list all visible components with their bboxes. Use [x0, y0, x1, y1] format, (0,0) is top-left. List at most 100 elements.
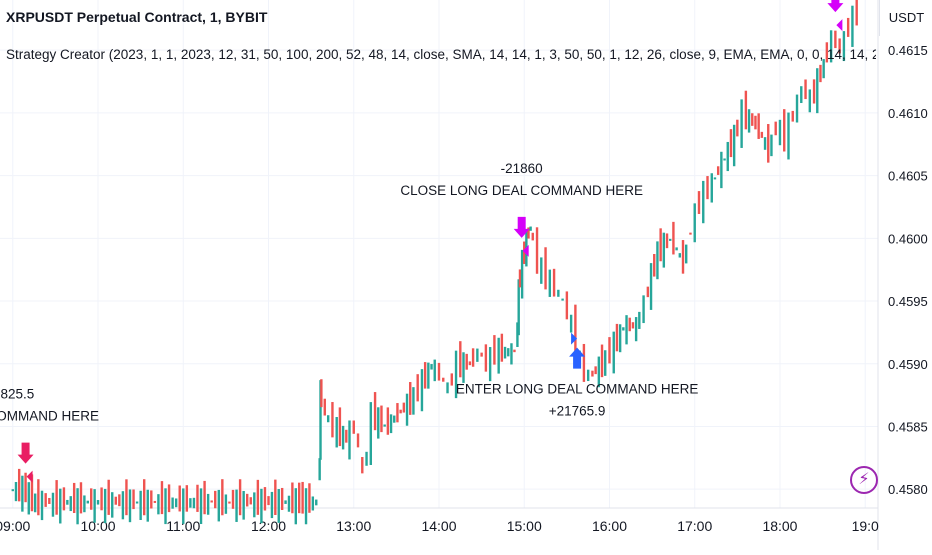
- price-bar: [468, 361, 472, 366]
- price-bar: [167, 484, 171, 513]
- y-tick-label: 0.4605: [888, 169, 928, 184]
- price-bar: [763, 137, 767, 150]
- x-tick-label: 09:00: [0, 518, 31, 534]
- price-bar: [182, 488, 185, 524]
- price-bar: [693, 203, 696, 243]
- price-bar: [341, 425, 345, 450]
- price-bar: [656, 241, 659, 280]
- price-bar: [618, 324, 622, 353]
- price-bar: [40, 490, 44, 521]
- price-bar: [471, 348, 475, 367]
- price-bar: [238, 479, 242, 516]
- price-bar: [217, 489, 220, 522]
- close-long-flag-marker: [522, 244, 529, 257]
- price-bar: [540, 257, 543, 284]
- price-bar: [529, 226, 532, 231]
- price-bar: [24, 472, 27, 503]
- price-bar: [535, 227, 539, 274]
- price-bar: [681, 240, 685, 274]
- price-bar: [751, 113, 754, 126]
- currency-label[interactable]: USDT: [879, 0, 932, 36]
- short-exit-arrow-marker: [17, 442, 34, 464]
- price-bar: [260, 488, 263, 524]
- price-bar: [710, 173, 713, 203]
- price-bar: [462, 352, 465, 383]
- price-bar: [834, 30, 837, 49]
- price-bar: [608, 337, 611, 364]
- price-bar: [30, 474, 34, 512]
- x-tick-label: 19:0: [852, 518, 879, 534]
- price-bar: [520, 249, 524, 299]
- price-bar: [503, 346, 507, 359]
- price-bar: [622, 327, 625, 331]
- price-bar: [14, 482, 18, 502]
- price-bar: [192, 497, 196, 509]
- price-bar: [760, 131, 764, 138]
- price-bar: [345, 429, 348, 443]
- price-bar: [128, 489, 132, 523]
- symbol-title: XRPUSDT Perpetual Contract, 1, BYBIT: [6, 9, 268, 25]
- price-bar: [523, 241, 526, 264]
- price-bar: [235, 489, 238, 522]
- price-bar: [318, 458, 321, 481]
- price-bar: [66, 499, 69, 505]
- price-bar: [675, 247, 678, 251]
- y-tick-label: 0.4595: [888, 294, 928, 309]
- price-bar: [323, 398, 326, 416]
- price-bar: [638, 311, 641, 329]
- lightning-icon[interactable]: ⚡: [850, 466, 878, 494]
- price-bar: [720, 151, 723, 189]
- x-tick-label: 13:00: [336, 518, 371, 534]
- price-bar: [160, 481, 164, 515]
- price-bar: [396, 403, 399, 423]
- price-bar: [770, 134, 773, 157]
- price-bar: [27, 482, 30, 515]
- price-bar: [582, 343, 586, 382]
- price-bar: [380, 405, 383, 433]
- price-bar: [569, 314, 573, 333]
- price-bar: [427, 362, 430, 389]
- close-long-arrow-marker: [513, 216, 530, 238]
- price-bar: [352, 420, 355, 434]
- price-bar: [716, 166, 720, 175]
- y-tick-label: 0.4590: [888, 357, 928, 372]
- price-bar: [174, 498, 178, 508]
- price-bar: [723, 158, 726, 161]
- price-bar: [774, 121, 777, 136]
- price-bar: [224, 494, 228, 514]
- price-bar: [51, 492, 55, 517]
- price-bar: [597, 356, 601, 388]
- y-tick-label: 0.4580: [888, 482, 928, 497]
- price-bar: [214, 490, 217, 509]
- price-bar: [846, 17, 850, 37]
- price-bar: [612, 331, 615, 374]
- price-bar: [405, 393, 409, 426]
- x-tick-label: 11:00: [166, 518, 200, 534]
- price-bar: [199, 488, 203, 525]
- price-bar: [557, 289, 560, 297]
- price-bar: [143, 479, 146, 516]
- price-bar: [574, 304, 577, 358]
- price-bar: [171, 497, 174, 509]
- price-bar: [423, 362, 427, 389]
- enter-long-arrow-marker: [569, 347, 586, 369]
- price-bar: [561, 298, 564, 301]
- price-bar: [594, 366, 597, 375]
- price-bar: [732, 124, 736, 167]
- price-bar: [497, 337, 500, 374]
- study-legend[interactable]: Strategy Creator (2023, 1, 1, 2023, 12, …: [6, 47, 876, 62]
- price-bar: [662, 232, 666, 268]
- price-bar: [531, 232, 534, 241]
- price-bar: [62, 487, 66, 511]
- price-bar: [678, 253, 682, 258]
- price-bar: [726, 141, 729, 172]
- price-bar: [17, 468, 21, 502]
- price-bar: [459, 341, 462, 378]
- price-bar: [754, 115, 757, 130]
- price-bar: [838, 38, 841, 54]
- price-bar: [625, 315, 628, 345]
- price-bar: [634, 317, 638, 342]
- price-bar: [476, 348, 479, 362]
